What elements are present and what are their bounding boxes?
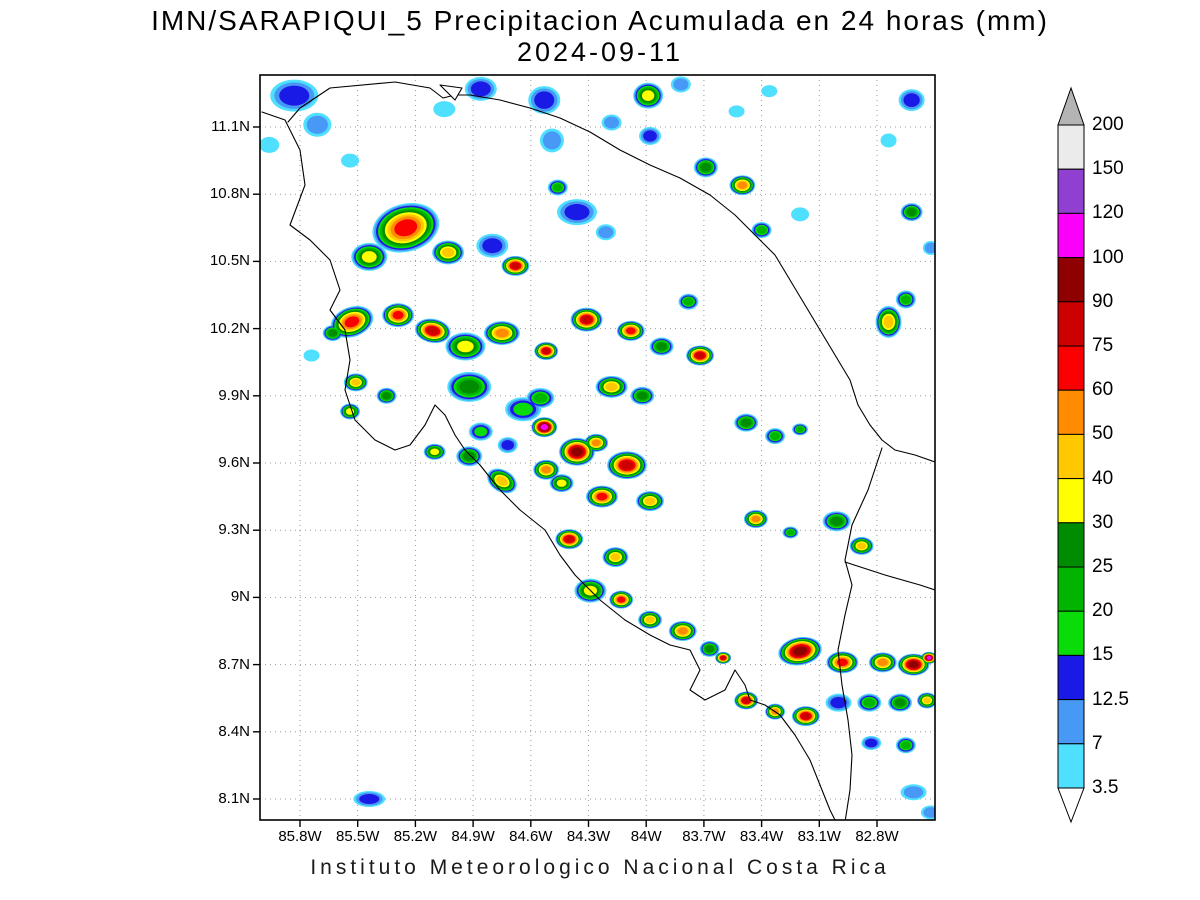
chart-date: 2024-09-11 [516,37,684,67]
coastline-pacific [261,111,836,820]
border-panama-east-segment [844,561,935,591]
colorbar [1057,86,1085,824]
coastline-layer [261,81,935,820]
precipitation-field [260,76,935,820]
lake-nicaragua-tip [439,84,463,101]
chart-title: IMN/SARAPIQUI_5 Precipitacion Acumulada … [151,5,1049,36]
border-north-and-caribbean-coast [287,81,935,463]
frame-layer [253,74,936,827]
border-panama [837,447,883,820]
institution-credit: Instituto Meteorologico Nacional Costa R… [310,856,890,879]
